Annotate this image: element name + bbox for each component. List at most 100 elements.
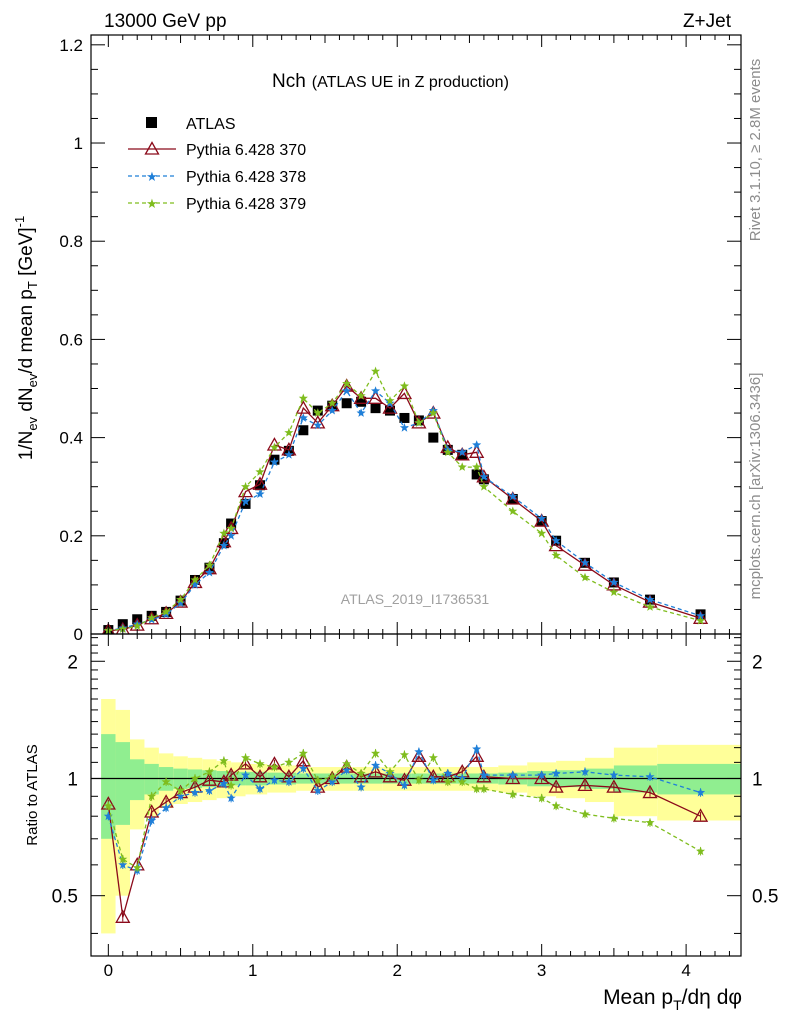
ratio-379-point [508, 789, 518, 799]
band-inner [130, 759, 145, 801]
pythia-378-point [255, 489, 265, 498]
ratio-379-point [313, 775, 323, 785]
ratio-379-point [472, 784, 482, 793]
ratio-378-point [371, 760, 381, 770]
atlas-point [399, 412, 410, 423]
pythia-379-point [284, 427, 294, 437]
ratio-379-point [385, 767, 395, 776]
ratio-379-point [226, 780, 236, 790]
side-mcplots-label: mcplots.cern.ch [arXiv:1306.3436] [747, 373, 764, 600]
ratio-379-point [103, 801, 113, 810]
pythia-379-point [696, 615, 706, 625]
ratio-378-point [580, 767, 590, 776]
ratio-379-point [580, 809, 590, 818]
pythia-370-point [548, 537, 564, 552]
band-inner [144, 763, 159, 795]
ratio-379-point [356, 768, 366, 778]
pythia-378-point [298, 413, 308, 422]
pythia-370-point [252, 476, 268, 490]
ratio-y-tick-label-right: 2 [752, 652, 763, 673]
ratio-370-point [382, 768, 398, 783]
ratio-378-point [609, 770, 619, 779]
legend: ATLAS Pythia 6.428 370 ★ Pythia 6.428 37… [128, 116, 306, 213]
main-y-tick-label: 1.2 [59, 36, 83, 55]
ratio-378-point [342, 765, 352, 775]
ratio-379-line [107, 752, 701, 869]
pythia-379-point [161, 607, 171, 616]
ratio-379-point [696, 846, 706, 856]
ratio-y-tick-label-left: 2 [67, 652, 78, 673]
pythia-379-point [342, 378, 352, 388]
legend-379-label: Pythia 6.428 379 [186, 196, 306, 213]
ratio-series-group [100, 744, 709, 923]
pythia-379-point [176, 594, 186, 604]
ratio-379-point [190, 773, 200, 783]
pythia-378-point [609, 577, 619, 587]
pythia-378-line [108, 389, 701, 632]
pythia-379-point [298, 393, 308, 403]
x-tick-label: 4 [681, 961, 690, 980]
atlas-point [240, 498, 251, 509]
x-tick-label: 1 [248, 961, 257, 980]
pythia-379-point [356, 391, 366, 400]
atlas-point [226, 518, 237, 529]
atlas-point [385, 405, 395, 416]
ratio-370-point [411, 748, 427, 762]
ratio-378-point [443, 768, 453, 778]
atlas-point [370, 403, 381, 414]
main-series-group [101, 366, 709, 634]
side-rivet-label: Rivet 3.1.10, ≥ 2.8M events [747, 59, 764, 242]
pythia-370-point [534, 513, 550, 527]
pythia-378-point [269, 457, 279, 466]
ratio-370-point [692, 808, 709, 822]
atlas-point [298, 425, 309, 436]
pythia-378-point [226, 531, 236, 540]
main-y-tick-label: 1 [74, 134, 83, 153]
pythia-378-point [219, 540, 229, 550]
ratio-378-point [241, 770, 251, 779]
ratio-378-point [356, 782, 366, 791]
main-y-tick-label: 0.8 [59, 232, 83, 251]
pythia-370-point [382, 400, 398, 414]
ratio-378-point [219, 778, 229, 788]
ratio-378-point [161, 803, 171, 812]
x-tick-label: 2 [392, 961, 401, 980]
analysis-watermark: ATLAS_2019_I1736531 [341, 591, 490, 607]
pythia-378-point [190, 580, 200, 589]
pythia-378-point [457, 447, 467, 457]
ratio-370-point [505, 770, 521, 785]
pythia-370-point [367, 390, 384, 404]
pythia-378-point [176, 598, 186, 607]
legend-379-marker: ★ [146, 196, 158, 211]
atlas-point [428, 432, 439, 443]
process-label: Z+Jet [683, 11, 732, 32]
pythia-379-point [255, 467, 265, 476]
pythia-379-point [371, 366, 381, 376]
pythia-370-point [577, 557, 593, 571]
pythia-379-point [457, 462, 467, 471]
ratio-378-point [472, 744, 482, 753]
ratio-370-point [606, 779, 622, 793]
pythia-379-point [472, 462, 482, 471]
pythia-378-point [284, 450, 294, 459]
main-y-tick-label: 0.2 [59, 527, 83, 546]
band-inner [101, 734, 116, 839]
pythia-379-point [219, 528, 229, 538]
pythia-378-point [696, 611, 706, 620]
plot-title: Nch (ATLAS UE in Z production) [272, 71, 509, 92]
ratio-378-point [118, 860, 128, 869]
ratio-y-axis-label: Ratio to ATLAS [24, 744, 41, 845]
ratio-378-point [551, 768, 561, 778]
pythia-379-point [327, 398, 337, 408]
pythia-379-point [269, 442, 279, 452]
axis-ticks: 0 1 2 3 4 0 0.2 0.4 0.6 0.8 1 1.2 0.5 0.5 1 1 2 2 [52, 35, 778, 980]
legend-atlas-marker [146, 117, 157, 128]
pythia-379-point [443, 447, 453, 457]
main-y-tick-label: 0 [74, 625, 83, 644]
legend-378-marker: ★ [146, 169, 158, 184]
ratio-379-point [132, 862, 142, 872]
pythia-379-point [580, 572, 590, 582]
ratio-379-point [414, 775, 424, 785]
ratio-379-point [118, 854, 128, 864]
